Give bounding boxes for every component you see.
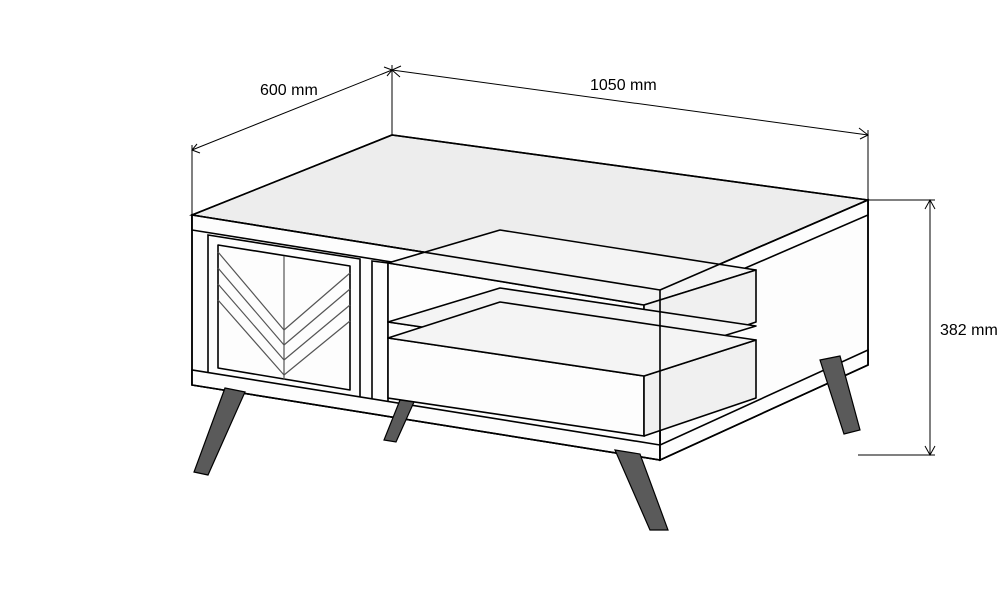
- label-height: 382 mm: [940, 322, 998, 339]
- cabinet-door: [208, 235, 360, 398]
- label-depth: 600 mm: [260, 82, 318, 99]
- leg-front-left: [194, 388, 245, 475]
- dimension-height: 382 mm: [858, 200, 998, 455]
- furniture-dimension-diagram: 600 mm 1050 mm 382 mm: [0, 0, 1000, 590]
- leg-front-right: [615, 450, 668, 530]
- table-body: [192, 135, 868, 460]
- vertical-divider: [372, 261, 388, 404]
- open-shelves: [388, 230, 756, 436]
- label-width: 1050 mm: [590, 77, 657, 94]
